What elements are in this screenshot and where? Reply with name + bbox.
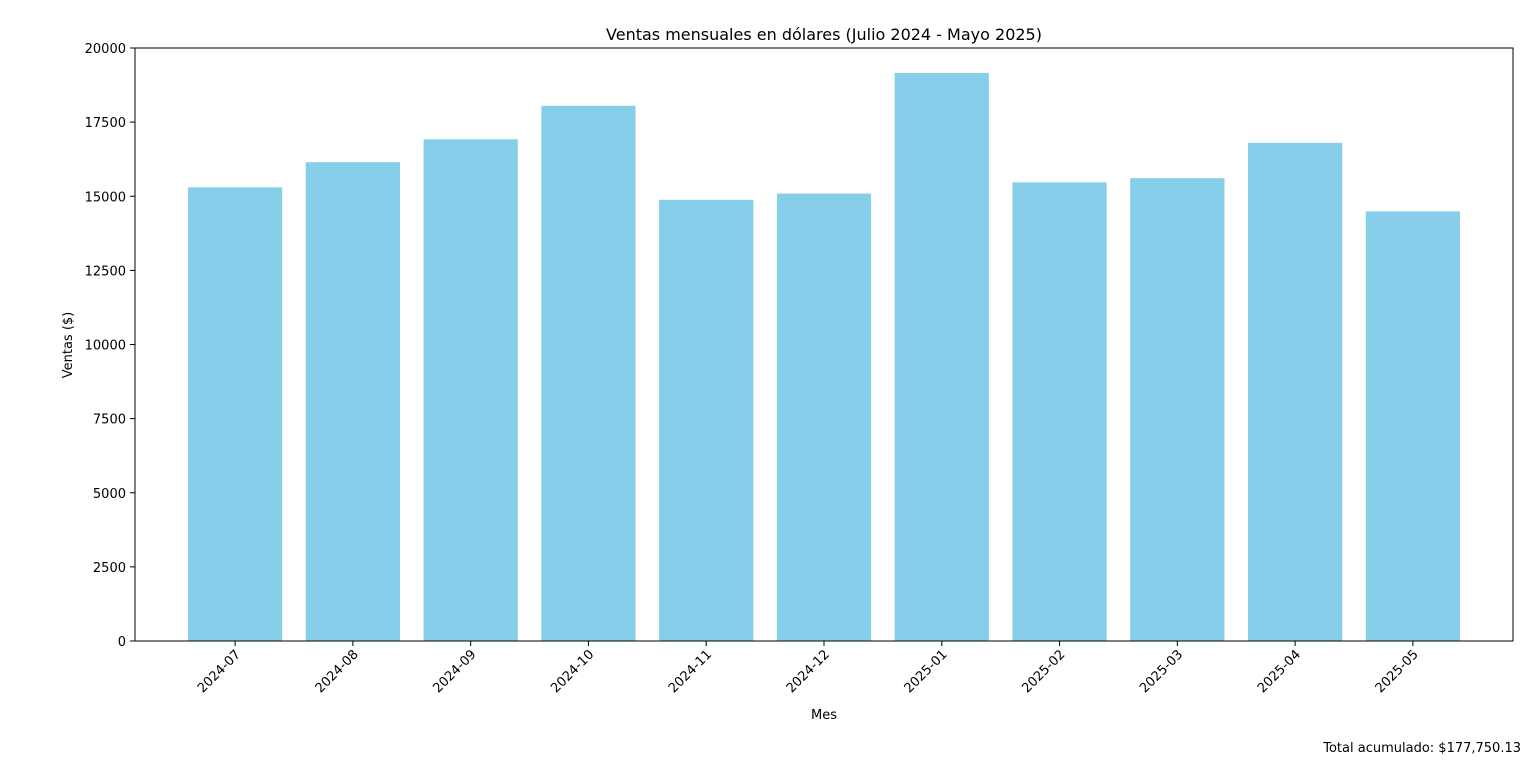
x-axis: 2024-07 2024-08 2024-09 2024-10 2024-11 2024-… [195, 641, 1422, 696]
chart-title: Ventas mensuales en dólares (Julio 2024 … [606, 25, 1042, 44]
y-tick-label: 2500 [93, 561, 126, 576]
total-accumulated-note: Total acumulado: $177,750.13 [1323, 741, 1521, 756]
y-axis: 0 2500 5000 7500 10000 12500 15000 17500 20000 [85, 42, 135, 650]
y-tick-label: 12500 [85, 264, 126, 279]
y-tick-label: 10000 [85, 339, 126, 354]
x-axis-label: Mes [811, 708, 837, 723]
y-axis-label: Ventas ($) [61, 312, 76, 379]
bar-2025-04 [1248, 142, 1343, 641]
bar-2024-07 [188, 187, 283, 642]
y-tick-label: 17500 [85, 116, 126, 131]
x-tick-label: 2025-02 [1019, 647, 1068, 696]
y-tick-label: 7500 [93, 413, 126, 428]
bar-2024-09 [423, 139, 518, 641]
x-tick-label: 2025-04 [1255, 647, 1304, 696]
x-tick-label: 2024-07 [195, 647, 244, 696]
x-tick-label: 2025-01 [902, 647, 951, 696]
x-tick-label: 2024-12 [784, 647, 833, 696]
bar-2025-02 [1012, 182, 1107, 641]
x-tick-label: 2024-08 [313, 647, 362, 696]
bar-2024-12 [776, 193, 872, 642]
bar-2025-05 [1365, 211, 1460, 641]
bar-2024-08 [305, 162, 400, 641]
bar-2025-03 [1130, 178, 1225, 641]
x-tick-label: 2025-03 [1137, 647, 1186, 696]
bar-2024-10 [541, 105, 636, 641]
bars-group [188, 72, 1460, 642]
y-tick-label: 5000 [93, 487, 126, 502]
bar-2024-11 [659, 199, 754, 642]
x-tick-label: 2024-09 [430, 647, 479, 696]
x-tick-label: 2024-10 [548, 647, 597, 696]
y-tick-label: 20000 [85, 42, 126, 57]
y-tick-label: 15000 [85, 190, 126, 205]
y-tick-label: 0 [118, 635, 126, 650]
x-tick-label: 2024-11 [666, 647, 715, 696]
bar-2025-01 [894, 72, 989, 641]
x-tick-label: 2025-05 [1373, 647, 1422, 696]
